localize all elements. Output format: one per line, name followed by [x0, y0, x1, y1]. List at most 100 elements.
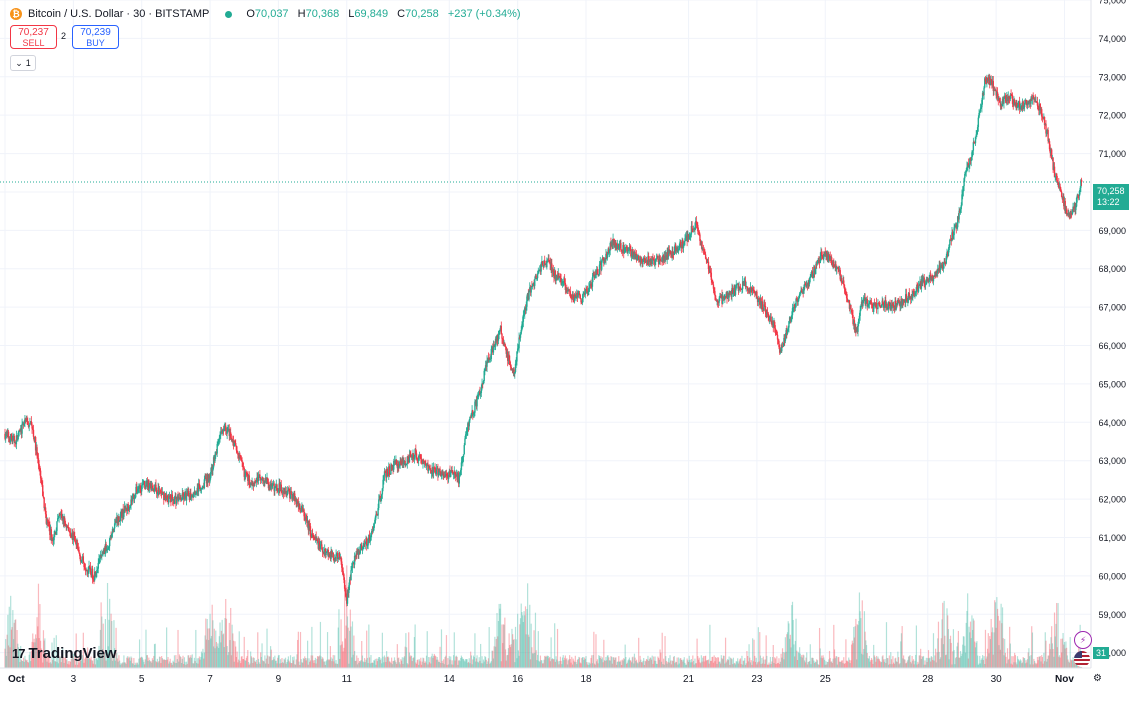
- candle-body: [783, 337, 785, 347]
- candle-body: [38, 464, 40, 467]
- volume-bar: [277, 657, 279, 668]
- volume-bar: [20, 645, 22, 668]
- candle-body: [397, 464, 399, 469]
- volume-bar: [1052, 649, 1054, 668]
- volume-bar: [366, 657, 369, 668]
- candle-body: [427, 465, 430, 471]
- indicators-toggle-button[interactable]: ⌄ 1: [10, 55, 36, 71]
- volume-bar: [908, 656, 910, 668]
- volume-bar: [114, 648, 116, 668]
- volume-bar: [217, 643, 219, 668]
- candle-body: [304, 516, 306, 521]
- volume-bar: [822, 655, 824, 668]
- candle-body: [692, 229, 694, 230]
- volume-bar: [796, 650, 798, 668]
- candle-body: [821, 255, 824, 257]
- volume-bar: [551, 658, 554, 668]
- candle-body: [810, 274, 812, 277]
- volume-bar: [1041, 655, 1043, 668]
- volume-bar: [883, 661, 885, 668]
- volume-bar: [480, 643, 482, 668]
- candle-body: [702, 249, 705, 251]
- candle-body: [327, 549, 329, 557]
- volume-bar: [409, 656, 411, 668]
- candle-body: [267, 482, 270, 489]
- candle-body: [932, 275, 935, 282]
- volume-bar: [1000, 603, 1002, 668]
- volume-bar: [850, 644, 853, 668]
- candle-body: [395, 459, 398, 465]
- volume-bar: [664, 636, 666, 668]
- candle-body: [396, 464, 399, 469]
- volume-bar: [973, 620, 975, 668]
- candle-body: [1041, 116, 1044, 118]
- volume-bar: [823, 659, 826, 668]
- candle-body: [614, 242, 616, 248]
- volume-bar: [750, 660, 752, 668]
- candle-body: [820, 251, 823, 256]
- candle-body: [598, 274, 600, 275]
- volume-bar: [142, 659, 144, 668]
- candle-body: [392, 465, 394, 470]
- lightning-icon[interactable]: ⚡: [1074, 631, 1092, 649]
- volume-bar: [686, 658, 688, 668]
- candle-body: [531, 286, 533, 287]
- symbol-title[interactable]: Bitcoin / U.S. Dollar · 30 · BITSTAMP: [28, 8, 210, 20]
- candle-body: [319, 541, 321, 549]
- volume-bar: [1065, 641, 1067, 668]
- volume-bar: [345, 625, 347, 668]
- candle-body: [613, 238, 615, 241]
- volume-bar: [85, 655, 87, 668]
- candle-body: [295, 498, 297, 504]
- candle-body: [29, 421, 32, 423]
- candle-body: [1065, 209, 1067, 214]
- gear-icon[interactable]: ⚙: [1093, 673, 1102, 684]
- volume-bar: [898, 664, 900, 668]
- candle-body: [825, 251, 828, 259]
- volume-bar: [789, 634, 791, 668]
- volume-bar: [821, 658, 824, 668]
- volume-bar: [42, 630, 45, 668]
- volume-bar: [877, 656, 879, 668]
- candle-body: [554, 270, 557, 282]
- volume-bar: [878, 659, 880, 668]
- volume-bar: [276, 663, 278, 668]
- candle-body: [428, 465, 431, 469]
- candle-body: [855, 327, 858, 332]
- volume-bar: [1013, 662, 1015, 668]
- sell-button[interactable]: 70,237 SELL: [10, 25, 57, 49]
- candle-body: [770, 316, 772, 322]
- candle-body: [685, 235, 688, 237]
- candle-body: [99, 554, 102, 559]
- volume-bar: [994, 600, 996, 668]
- tradingview-logo[interactable]: 17 TradingView: [12, 645, 117, 662]
- candle-body: [620, 250, 623, 252]
- volume-bar: [1019, 661, 1021, 668]
- candle-body: [49, 529, 52, 535]
- candle-body: [650, 258, 652, 262]
- candle-body: [435, 469, 437, 475]
- candle-body: [1073, 206, 1075, 208]
- volume-bar: [812, 657, 814, 668]
- volume-bar: [739, 658, 742, 668]
- candle-body: [287, 488, 290, 491]
- candle-body: [611, 242, 614, 249]
- candle-body: [458, 475, 460, 484]
- volume-bar: [494, 636, 496, 668]
- volume-bar: [373, 660, 375, 668]
- candle-body: [600, 260, 603, 270]
- volume-bar: [918, 655, 920, 668]
- candle-body: [648, 259, 651, 262]
- candle-body: [748, 287, 750, 292]
- candle-body: [395, 459, 397, 463]
- volume-bar: [930, 661, 932, 668]
- candle-body: [59, 514, 62, 516]
- buy-button[interactable]: 70,239 BUY: [72, 25, 119, 49]
- volume-bar: [222, 633, 225, 668]
- us-flag-icon[interactable]: [1074, 651, 1090, 667]
- volume-bar: [250, 651, 252, 668]
- volume-bar: [268, 656, 270, 668]
- candle-body: [763, 304, 765, 311]
- volume-bar: [316, 656, 319, 668]
